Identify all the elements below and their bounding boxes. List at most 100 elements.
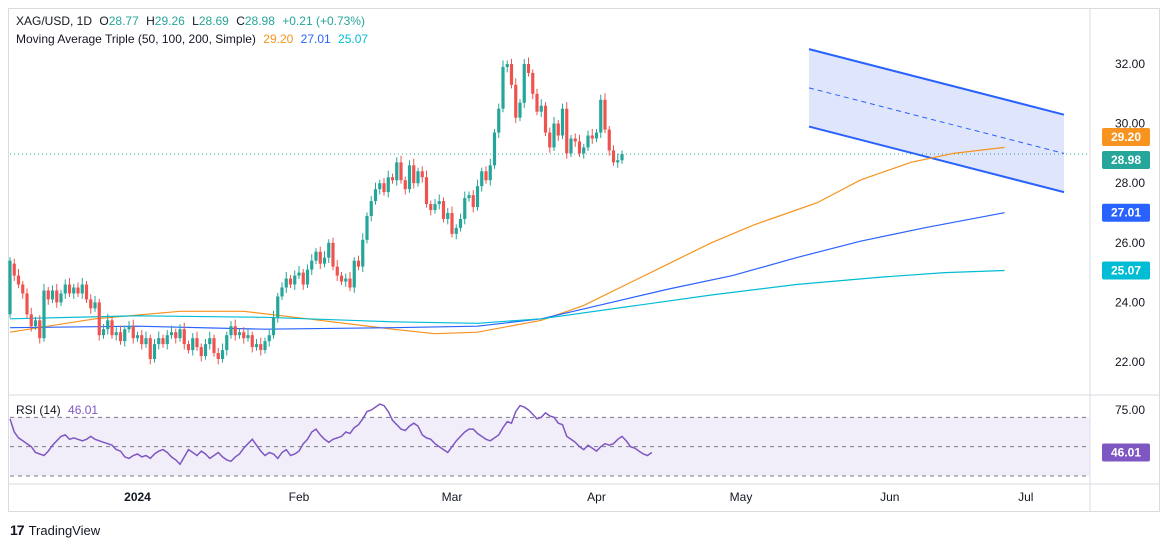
candle: [152, 344, 157, 360]
candle: [582, 147, 586, 154]
ma-line-ma100: [9, 212, 1005, 330]
candle: [29, 314, 33, 327]
price-axis: 32.00 30.00 28.00 26.00 24.00 22.00 29.20 28.98…: [124, 57, 1150, 504]
candle: [293, 275, 297, 285]
tradingview-logo-icon: 17: [10, 522, 25, 538]
candle: [21, 284, 25, 294]
candle: [395, 162, 399, 181]
open-value: 28.77: [108, 14, 139, 28]
candle: [577, 141, 582, 154]
candle: [131, 326, 135, 339]
candle: [552, 123, 556, 148]
candle: [331, 242, 335, 267]
candle: [607, 129, 611, 151]
ma100-price-label: 27.01: [1111, 206, 1141, 220]
time-tick-label: 2024: [124, 490, 151, 504]
candle: [599, 99, 603, 133]
candle: [225, 335, 229, 351]
candle: [114, 332, 118, 336]
candle: [123, 329, 127, 342]
high-value: 29.26: [154, 14, 185, 28]
candle: [203, 344, 208, 357]
rsi-line: [9, 403, 653, 466]
time-tick-label: Feb: [289, 490, 310, 504]
channel-upper-line: [808, 48, 1065, 116]
candle: [246, 335, 250, 339]
candle: [365, 215, 369, 240]
candle: [522, 64, 526, 103]
tradingview-brand[interactable]: 17 TradingView: [10, 522, 100, 538]
candle: [454, 227, 458, 234]
candle: [560, 108, 565, 136]
candle: [310, 260, 314, 270]
time-tick-label: Jun: [880, 490, 899, 504]
price-pane: [8, 8, 1160, 512]
channel-mid-line: [808, 87, 1065, 154]
candle: [382, 183, 386, 193]
candle: [267, 335, 271, 342]
candle: [80, 284, 84, 294]
candle: [220, 350, 225, 360]
channel-fill: [809, 49, 1064, 193]
candle: [169, 332, 174, 336]
candle: [250, 335, 254, 348]
price-tick-label: 22.00: [1115, 355, 1145, 369]
candle: [492, 132, 497, 166]
candle: [441, 201, 446, 219]
candle: [467, 195, 471, 199]
candle: [42, 290, 46, 339]
candle: [33, 320, 38, 327]
candle: [471, 195, 475, 208]
candle: [16, 275, 21, 285]
ma50-price-badge: [1102, 128, 1150, 147]
ma-line-ma50: [9, 146, 1005, 335]
candle: [110, 320, 114, 336]
candle: [182, 329, 186, 345]
candle: [161, 338, 165, 345]
candle: [348, 278, 352, 288]
candle: [242, 332, 246, 339]
rsi-tick-label: 75.00: [1115, 403, 1145, 417]
rsi-pane: [9, 403, 1090, 477]
low-value: 28.69: [198, 14, 229, 28]
ma50-value: 29.20: [263, 32, 294, 46]
brand-name: TradingView: [28, 522, 101, 538]
candle: [497, 108, 501, 133]
candle: [514, 84, 518, 118]
ma200-price-label: 25.07: [1111, 264, 1141, 278]
candle: [361, 239, 365, 267]
candle: [93, 302, 97, 309]
candle: [484, 171, 488, 181]
ma200-value: 25.07: [338, 32, 369, 46]
candle: [475, 186, 480, 208]
rsi-last-badge: [1102, 443, 1150, 462]
rsi-value: 46.01: [68, 403, 99, 417]
candle: [501, 66, 505, 109]
candle: [535, 93, 539, 112]
candle: [463, 198, 467, 219]
candle: [378, 183, 382, 190]
candle: [556, 123, 560, 136]
candle: [352, 260, 356, 288]
candle: [233, 326, 237, 336]
candle: [174, 332, 178, 339]
candle: [590, 135, 594, 139]
time-tick-label: Mar: [442, 490, 463, 504]
candle: [390, 177, 395, 181]
candle: [135, 335, 140, 339]
candle: [263, 341, 267, 351]
candle: [259, 344, 263, 351]
candle: [254, 344, 259, 348]
candle: [106, 320, 110, 330]
candle: [186, 344, 191, 351]
candle: [344, 278, 348, 282]
candle: [157, 338, 161, 345]
candle: [412, 165, 416, 184]
price-tick-label: 26.00: [1115, 236, 1145, 250]
candle: [38, 320, 42, 339]
candle: [271, 317, 276, 336]
candle: [89, 299, 93, 309]
close-value: 28.98: [244, 14, 275, 28]
candle: [526, 64, 531, 73]
